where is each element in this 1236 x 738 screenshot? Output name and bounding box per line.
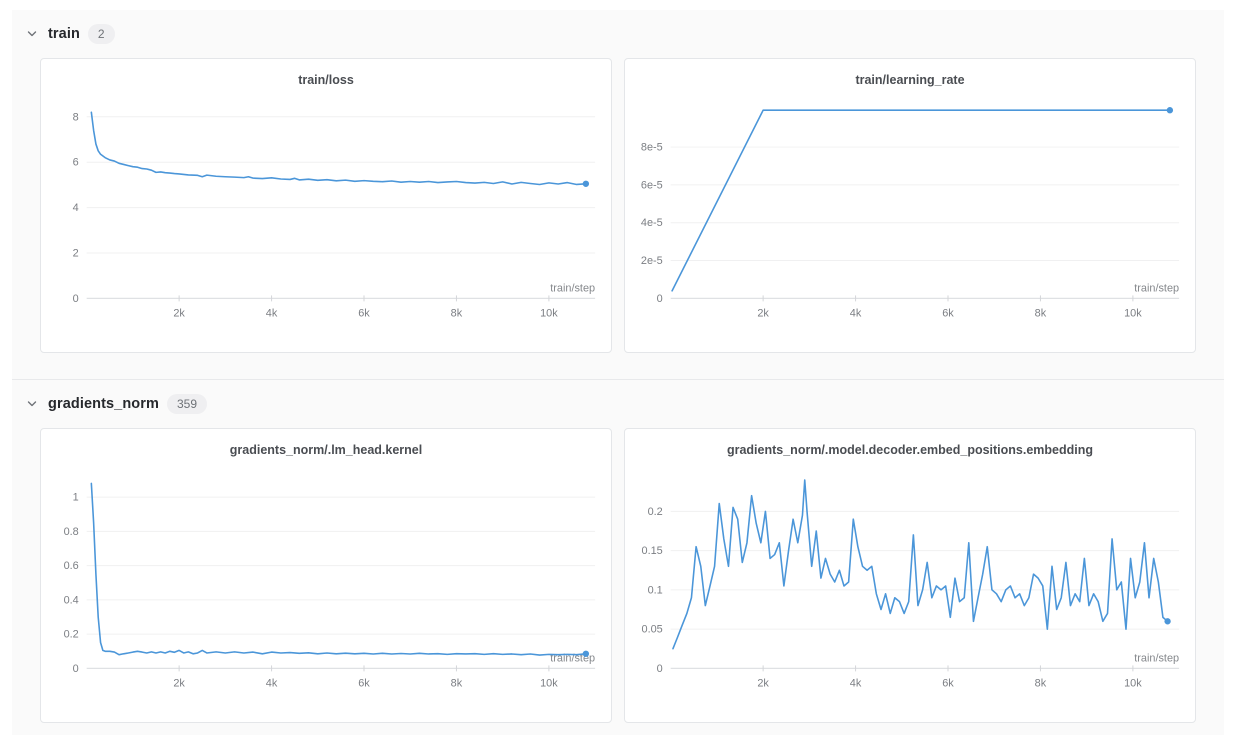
x-tick-label: 8k: [1035, 307, 1047, 319]
x-tick-label: 2k: [173, 677, 185, 689]
x-tick-label: 6k: [942, 307, 954, 319]
x-tick-label: 4k: [850, 677, 862, 689]
section-train: train 2 train/loss 0 2 4 6 8 2k 4k 6k 8k 10k train…: [12, 10, 1224, 380]
x-tick-label: 2k: [757, 307, 769, 319]
line-chart-canvas-embed-positions[interactable]: 0 0.05 0.1 0.15 0.2 2k 4k 6k 8k 10k train/step: [625, 461, 1195, 699]
x-tick-label: 10k: [1124, 677, 1142, 689]
y-tick-label: 0.4: [64, 594, 79, 606]
x-tick-label: 6k: [942, 677, 954, 689]
x-tick-label: 10k: [1124, 307, 1142, 319]
x-tick-label: 2k: [757, 677, 769, 689]
line-chart-canvas-train-loss[interactable]: 0 2 4 6 8 2k 4k 6k 8k 10k train/step: [41, 91, 611, 329]
chart-card-lm-head-kernel[interactable]: gradients_norm/.lm_head.kernel 0 0.2 0.4 0.…: [40, 428, 612, 723]
x-tick-label: 4k: [266, 307, 278, 319]
last-point-dot: [1164, 618, 1171, 625]
x-tick-label: 10k: [540, 307, 558, 319]
chevron-down-icon[interactable]: [24, 26, 40, 42]
x-axis-label: train/step: [1134, 652, 1179, 664]
last-point-dot: [1166, 107, 1174, 114]
line-chart-canvas-train-learning-rate[interactable]: 0 2e-5 4e-5 6e-5 8e-5 2k 4k 6k 8k 10k train/step: [625, 91, 1195, 329]
x-tick-label: 6k: [358, 677, 370, 689]
y-tick-label: 0: [73, 293, 79, 305]
chart-title: train/loss: [298, 73, 354, 87]
chart-title: gradients_norm/.model.decoder.embed_posi…: [726, 443, 1094, 457]
last-point-dot: [582, 650, 590, 657]
chart-title: gradients_norm/.lm_head.kernel: [229, 443, 423, 457]
x-tick-label: 8k: [1035, 677, 1047, 689]
x-tick-label: 4k: [850, 307, 862, 319]
x-tick-label: 8k: [451, 307, 463, 319]
x-axis-label: train/step: [1134, 282, 1179, 294]
x-tick-label: 8k: [451, 677, 463, 689]
chart-row: train/loss 0 2 4 6 8 2k 4k 6k 8k 10k train/step tr…: [12, 44, 1224, 379]
y-tick-label: 8: [73, 111, 79, 123]
chart-card-embed-positions[interactable]: gradients_norm/.model.decoder.embed_posi…: [624, 428, 1196, 723]
section-count-badge: 2: [87, 24, 115, 44]
y-tick-label: 0: [73, 663, 79, 675]
section-header-train[interactable]: train 2: [12, 10, 1224, 44]
y-tick-label: 0.6: [64, 560, 79, 572]
y-tick-label: 0: [657, 663, 663, 675]
chevron-down-icon[interactable]: [24, 396, 40, 412]
y-tick-label: 0.2: [648, 506, 663, 518]
x-tick-label: 4k: [266, 677, 278, 689]
chart-title: train/learning_rate: [855, 73, 965, 87]
series-line: [671, 109, 1171, 292]
last-point-dot: [582, 180, 590, 187]
section-gradients-norm: gradients_norm 359 gradients_norm/.lm_he…: [12, 380, 1224, 735]
y-tick-label: 2e-5: [641, 255, 663, 267]
y-tick-label: 0.8: [64, 526, 79, 538]
y-tick-label: 0.1: [648, 584, 663, 596]
series-line: [90, 482, 587, 656]
series-line: [672, 479, 1169, 650]
y-tick-label: 4: [73, 202, 79, 214]
series-line: [90, 111, 587, 186]
y-tick-label: 0.2: [64, 629, 79, 641]
chart-row: gradients_norm/.lm_head.kernel 0 0.2 0.4 0.…: [12, 414, 1224, 738]
section-header-gradients-norm[interactable]: gradients_norm 359: [12, 380, 1224, 414]
chart-card-train-learning-rate[interactable]: train/learning_rate 0 2e-5 4e-5 6e-5 8e-5 2k 4…: [624, 58, 1196, 353]
y-tick-label: 0.15: [642, 545, 663, 557]
section-title-train: train: [48, 26, 80, 42]
y-tick-label: 2: [73, 247, 79, 259]
y-tick-label: 0: [657, 293, 663, 305]
x-axis-label: train/step: [550, 282, 595, 294]
section-count-badge: 359: [166, 394, 208, 414]
x-tick-label: 10k: [540, 677, 558, 689]
y-tick-label: 8e-5: [641, 142, 663, 154]
chart-card-train-loss[interactable]: train/loss 0 2 4 6 8 2k 4k 6k 8k 10k train/step: [40, 58, 612, 353]
x-tick-label: 2k: [173, 307, 185, 319]
y-tick-label: 6e-5: [641, 179, 663, 191]
y-tick-label: 6: [73, 157, 79, 169]
x-tick-label: 6k: [358, 307, 370, 319]
y-tick-label: 1: [73, 492, 79, 504]
section-title-gradients-norm: gradients_norm: [48, 396, 159, 412]
y-tick-label: 4e-5: [641, 217, 663, 229]
y-tick-label: 0.05: [642, 624, 663, 636]
